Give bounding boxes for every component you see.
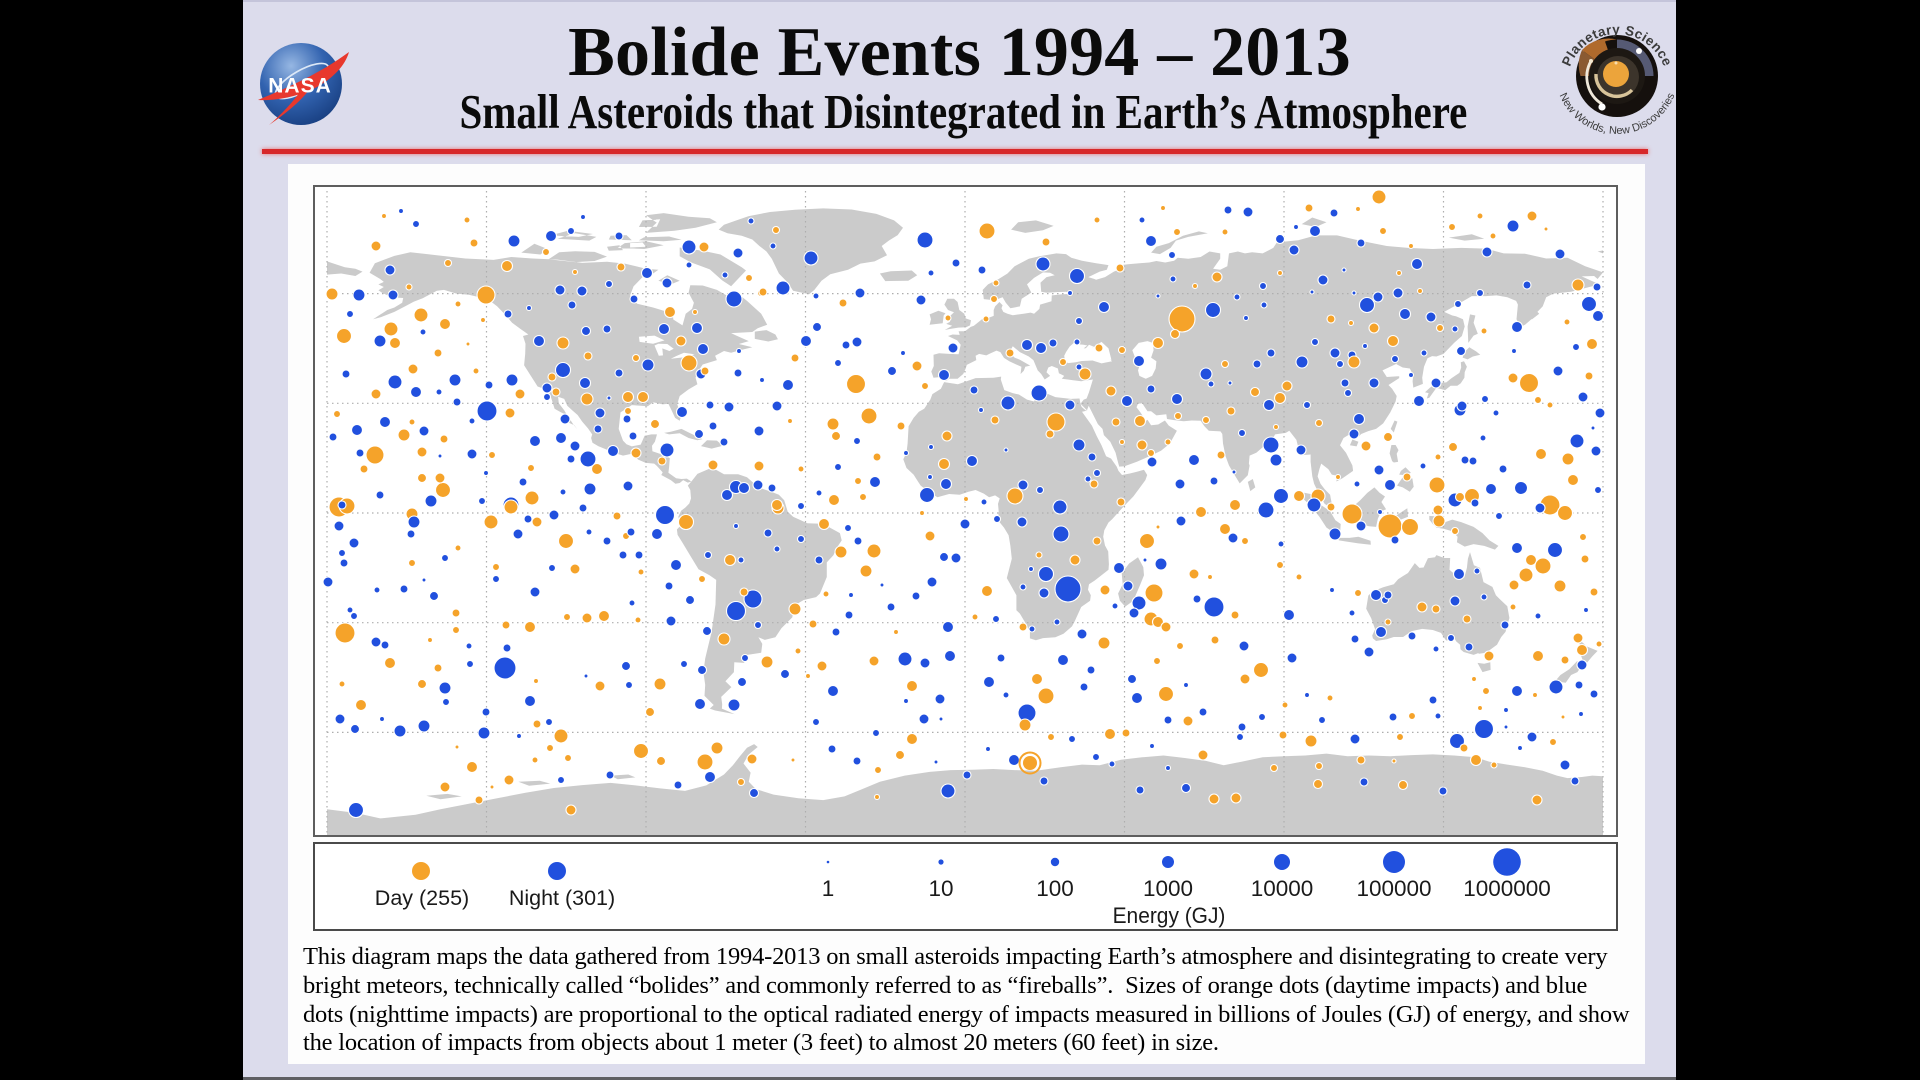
svg-text:NASA: NASA: [268, 75, 332, 98]
